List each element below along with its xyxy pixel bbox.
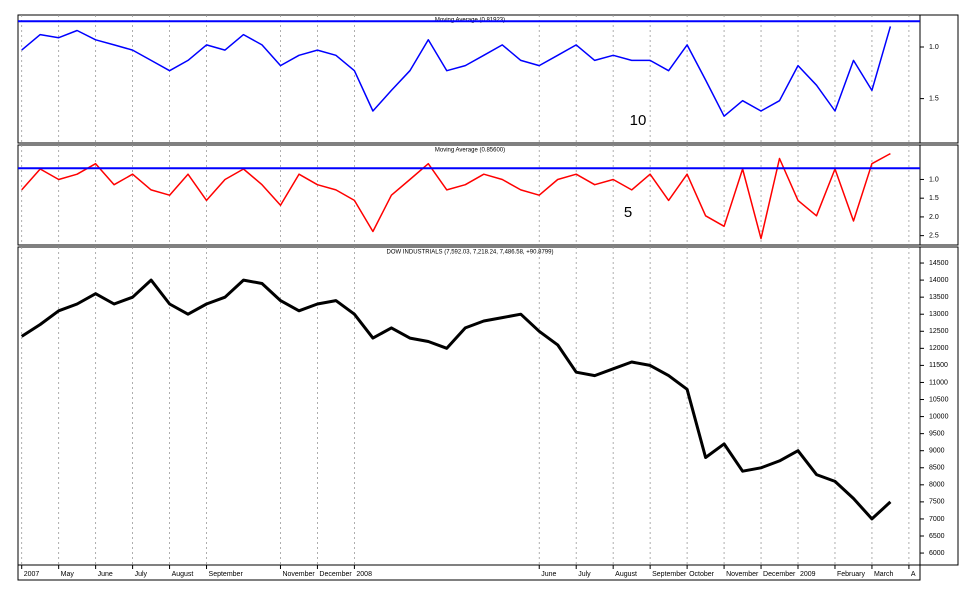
price-line xyxy=(21,152,891,240)
x-tick-label: June xyxy=(541,571,556,578)
x-tick-label: November xyxy=(726,571,759,578)
y-tick-label: 1.5 xyxy=(929,95,939,102)
y-tick-label: 11500 xyxy=(929,362,948,369)
price-line xyxy=(21,26,892,117)
y-tick-label: 1.5 xyxy=(929,195,939,202)
x-axis-frame xyxy=(17,564,921,581)
y-tick-label: 1.0 xyxy=(929,44,939,51)
y-tick-label: 14000 xyxy=(929,277,949,284)
axis-frame xyxy=(919,246,959,566)
x-tick-label: August xyxy=(172,571,194,578)
x-tick-label: July xyxy=(135,571,148,578)
x-tick-label: September xyxy=(209,571,244,578)
panel-title: Moving Average (0.85600) xyxy=(435,148,505,154)
price-line xyxy=(20,278,892,521)
x-tick-label: December xyxy=(319,571,352,578)
y-tick-label: 7000 xyxy=(929,516,945,523)
x-tick-label: 2007 xyxy=(24,571,40,578)
x-tick-label: February xyxy=(837,571,866,578)
panel-title: DOW INDUSTRIALS (7,592.03, 7,218.24, 7,4… xyxy=(387,250,554,256)
y-tick-label: 12500 xyxy=(929,328,949,335)
y-tick-label: 6000 xyxy=(929,550,945,557)
y-tick-label: 1.0 xyxy=(929,176,939,183)
x-tick-label: December xyxy=(763,571,796,578)
y-tick-label: 9000 xyxy=(929,448,945,455)
x-tick-label: September xyxy=(652,571,687,578)
y-tick-label: 10500 xyxy=(929,396,949,403)
annotation: 5 xyxy=(624,204,632,221)
axis-frame xyxy=(919,14,959,144)
x-tick-label: June xyxy=(98,571,113,578)
y-tick-label: 8000 xyxy=(929,482,945,489)
x-tick-label: May xyxy=(61,571,75,578)
y-tick-label: 7500 xyxy=(929,499,945,506)
x-tick-label: 2009 xyxy=(800,571,816,578)
y-tick-label: 13500 xyxy=(929,294,949,301)
axis-frame xyxy=(919,144,959,246)
x-tick-label: November xyxy=(282,571,315,578)
y-tick-label: 10000 xyxy=(929,413,949,420)
y-tick-label: 12000 xyxy=(929,345,949,352)
x-tick-label: October xyxy=(689,571,715,578)
x-tick-label: July xyxy=(578,571,591,578)
x-tick-label: 2008 xyxy=(356,571,372,578)
y-tick-label: 8500 xyxy=(929,465,945,472)
x-tick-label: August xyxy=(615,571,637,578)
y-tick-label: 13000 xyxy=(929,311,949,318)
y-tick-label: 11000 xyxy=(929,379,948,386)
y-tick-label: 2.0 xyxy=(929,214,939,221)
y-tick-label: 14500 xyxy=(929,260,949,267)
y-tick-label: 9500 xyxy=(929,430,945,437)
y-tick-label: 6500 xyxy=(929,533,945,540)
x-tick-label: March xyxy=(874,571,894,578)
y-tick-label: 2.5 xyxy=(929,232,939,239)
annotation: 10 xyxy=(630,112,647,129)
x-tick-label: A xyxy=(911,571,916,578)
